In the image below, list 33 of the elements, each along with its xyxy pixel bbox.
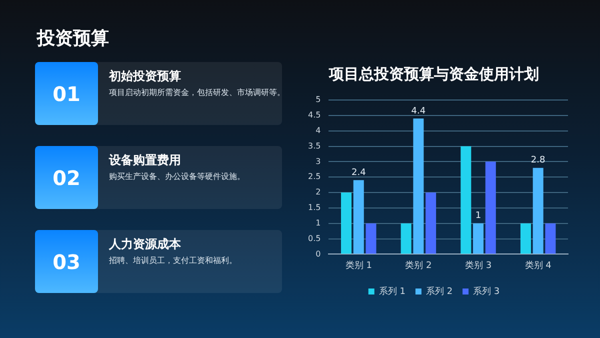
chart-title: 项目总投资预算与资金使用计划 [328,64,539,83]
legend-label: 系列 2 [426,286,453,297]
text: 购买生产设备、办公设备等硬件设施。 [109,171,246,182]
legend-label: 系列 1 [378,286,406,297]
data-label: 4.4 [411,106,426,116]
y-tick-label: 2.5 [308,172,321,182]
y-tick-label: 1 [316,218,321,228]
x-tick-label: 类别 2 [405,260,432,271]
y-tick-label: 3 [316,156,321,166]
y-tick-label: 3.5 [308,141,321,150]
text: 招聘、培训员工，支付工资和福利。 [109,255,238,266]
y-tick-label: 2 [316,188,321,197]
text: 设备购置费用 [109,152,181,169]
data-label: 2.4 [351,168,366,178]
data-label: 1 [475,211,482,222]
text: 02 [35,146,98,209]
x-tick-label: 类别 1 [345,260,372,271]
data-label: 2.8 [530,156,546,166]
text: 项目启动初期所需资金，包括研发、市场调研等。 [109,87,285,98]
y-tick-label: 4.5 [308,110,321,120]
y-tick-label: 0.5 [308,234,321,243]
x-tick-label: 类别 4 [524,260,552,271]
text: 初始投资预算 [109,68,181,85]
text: 03 [35,230,98,293]
y-tick-label: 1.5 [308,203,321,212]
text: 投资预算 [37,27,109,50]
text: 01 [35,62,98,125]
y-tick-label: 0 [316,249,321,258]
text: 人力资源成本 [109,236,181,253]
y-tick-label: 5 [316,95,321,104]
x-tick-label: 类别 3 [464,260,492,271]
y-tick-label: 4 [316,126,321,135]
legend-label: 系列 3 [473,286,500,297]
